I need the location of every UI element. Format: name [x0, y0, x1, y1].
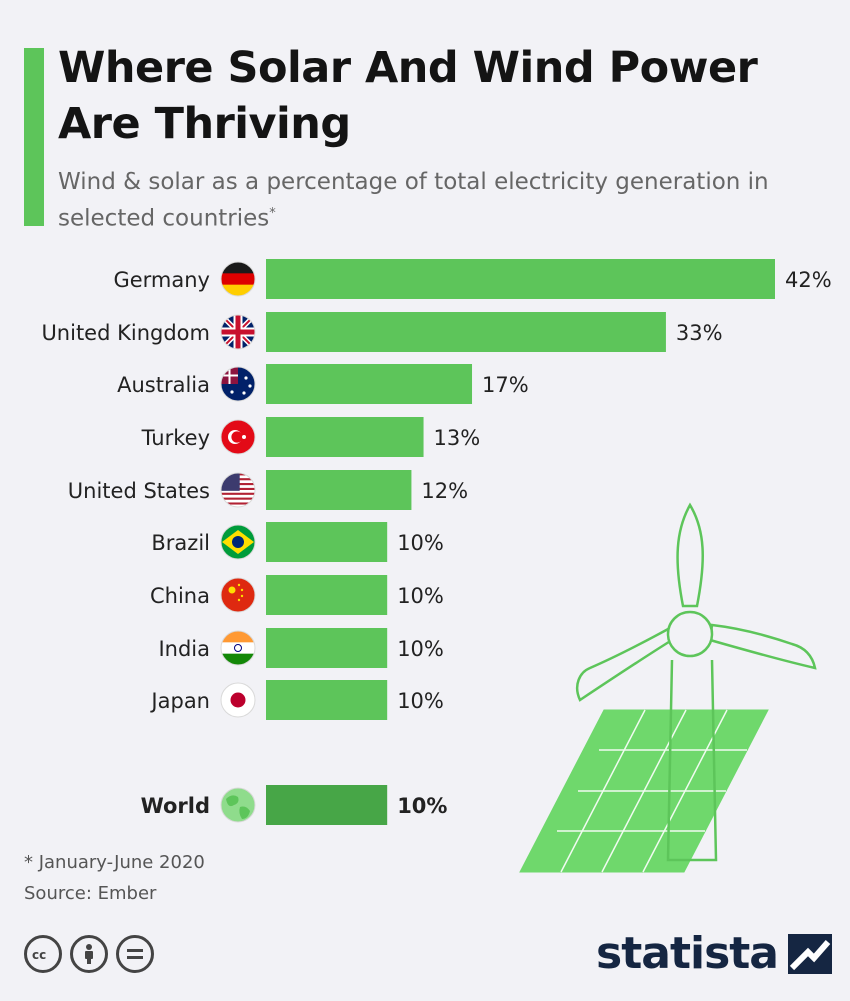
value-label-united-states: 12%	[421, 479, 468, 503]
no-derivatives-icon[interactable]	[116, 935, 154, 973]
cc-license-icon[interactable]: cc	[24, 935, 62, 973]
category-label-japan: Japan	[149, 689, 210, 713]
flag-icon-china	[220, 577, 256, 613]
accent-bar	[24, 48, 44, 226]
statista-brand[interactable]: statista	[596, 928, 832, 979]
category-label-united-kingdom: United Kingdom	[41, 321, 210, 345]
subtitle-footnote-mark: *	[269, 206, 276, 221]
value-label-china: 10%	[397, 584, 444, 608]
category-label-brazil: Brazil	[151, 531, 210, 555]
chart-subtitle: Wind & solar as a percentage of total el…	[58, 166, 838, 235]
bar-turkey	[266, 417, 424, 457]
flag-icon-india	[220, 630, 256, 666]
category-label-australia: Australia	[117, 373, 210, 397]
subtitle-text: Wind & solar as a percentage of total el…	[58, 169, 769, 232]
value-label-india: 10%	[397, 637, 444, 661]
brand-wordmark: statista	[596, 928, 779, 979]
flag-icon-united-states	[220, 472, 256, 508]
value-label-australia: 17%	[482, 373, 529, 397]
bar-china	[266, 575, 388, 615]
statista-logo-icon	[788, 933, 832, 974]
chart-title: Where Solar And Wind Power Are Thriving	[58, 43, 758, 149]
flag-icon-world	[220, 787, 256, 823]
flag-icon-germany	[220, 261, 256, 297]
bar-japan	[266, 680, 388, 720]
bar-group: Germany 42% United Kingdom 33% Australia 17% T…	[41, 259, 832, 825]
flag-icon-japan	[220, 682, 256, 718]
value-label-world: 10%	[397, 794, 447, 818]
source-note: Source: Ember	[24, 883, 157, 904]
turbine-illustration	[519, 502, 817, 873]
category-label-china: China	[150, 584, 210, 608]
flag-icon-united-kingdom	[220, 314, 256, 350]
bar-australia	[266, 364, 473, 404]
category-label-turkey: Turkey	[141, 426, 210, 450]
solar-panel	[519, 709, 769, 873]
bar-united-states	[266, 470, 412, 510]
wind-turbine	[575, 502, 817, 862]
value-label-japan: 10%	[397, 689, 444, 713]
footnote: * January-June 2020	[24, 852, 205, 873]
value-label-united-kingdom: 33%	[676, 321, 723, 345]
license-icons: cc	[24, 935, 154, 973]
category-label-united-states: United States	[68, 479, 210, 503]
flag-icon-australia	[220, 366, 256, 402]
bar-brazil	[266, 522, 388, 562]
bar-india	[266, 628, 388, 668]
value-label-germany: 42%	[785, 268, 832, 292]
category-label-world: World	[141, 794, 210, 818]
value-label-turkey: 13%	[434, 426, 481, 450]
value-label-brazil: 10%	[397, 531, 444, 555]
category-label-india: India	[158, 637, 210, 661]
svg-text:cc: cc	[32, 948, 46, 961]
bar-united-kingdom	[266, 312, 666, 352]
attribution-icon[interactable]	[70, 935, 108, 973]
flag-icon-brazil	[220, 524, 256, 560]
flag-icon-turkey	[220, 419, 256, 455]
bar-germany	[266, 259, 775, 299]
bar-world	[266, 785, 388, 825]
category-label-germany: Germany	[113, 268, 210, 292]
